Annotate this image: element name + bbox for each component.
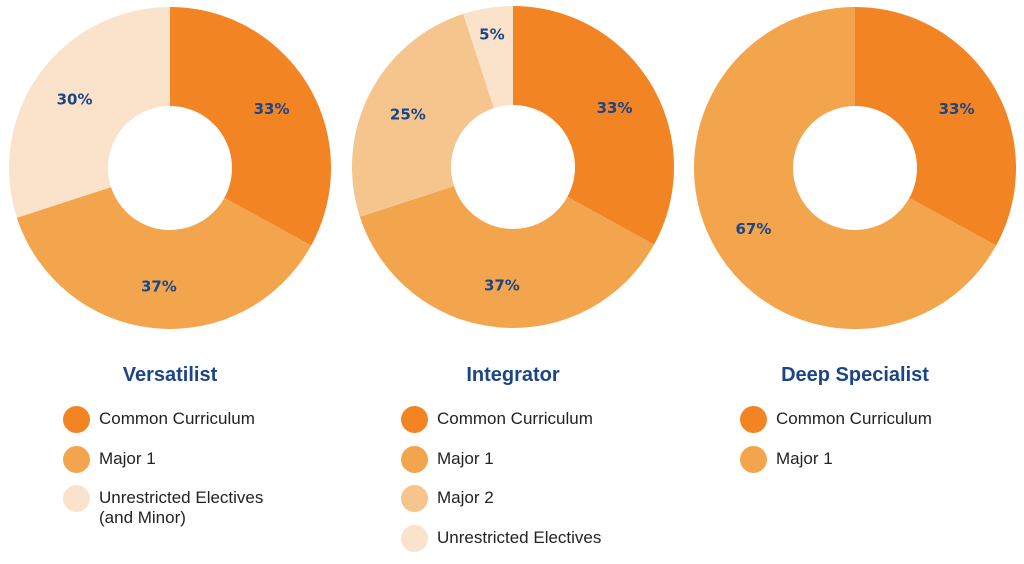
legend-swatch [63,446,90,473]
legend-item: Major 1 [740,446,932,486]
legend-label: Common Curriculum [776,409,932,429]
donut-slice [855,7,1016,246]
legend-label: Major 1 [99,449,156,469]
donut-slice [170,7,331,246]
legend-item: Unrestricted Electives(and Minor) [63,485,263,525]
legend-label: Major 1 [776,449,833,469]
legend-item: Major 1 [63,446,263,486]
legend-label: Common Curriculum [437,409,593,429]
legend-item: Unrestricted Electives [401,525,601,564]
chart-title-versatilist: Versatilist [20,364,320,387]
legend-label: Major 1 [437,449,494,469]
data-label: 25% [390,105,426,123]
legend-swatch [401,525,428,552]
legend-swatch [63,485,90,512]
legend-item: Major 2 [401,485,601,525]
data-label: 67% [735,220,771,238]
data-label: 33% [939,100,975,118]
chart-title-integrator: Integrator [363,364,663,387]
legend-label: Common Curriculum [99,409,255,429]
legend-versatilist: Common Curriculum Major 1 Unrestricted Ele… [63,406,263,525]
legend-item: Common Curriculum [63,406,263,446]
legend-swatch [740,446,767,473]
legend-item: Major 1 [401,446,601,486]
data-label: 37% [484,276,520,294]
data-label: 5% [479,26,504,44]
legend-label: Major 2 [437,488,494,508]
donut-slice [9,7,170,218]
legend-swatch [740,406,767,433]
legend-swatch [401,446,428,473]
legend-swatch [401,406,428,433]
data-label: 33% [254,100,290,118]
legend-swatch [401,485,428,512]
legend-deep-specialist: Common Curriculum Major 1 [740,406,932,485]
legend-item: Common Curriculum [401,406,601,446]
data-label: 37% [141,277,177,295]
legend-swatch [63,406,90,433]
legend-item: Common Curriculum [740,406,932,446]
legend-integrator: Common Curriculum Major 1 Major 2 Unrestric… [401,406,601,564]
legend-label: Unrestricted Electives [437,528,601,548]
legend-label: Unrestricted Electives(and Minor) [99,488,263,528]
data-label: 33% [597,99,633,117]
chart-title-deep-specialist: Deep Specialist [705,364,1005,387]
donut-slice [513,6,674,245]
data-label: 30% [57,91,93,109]
